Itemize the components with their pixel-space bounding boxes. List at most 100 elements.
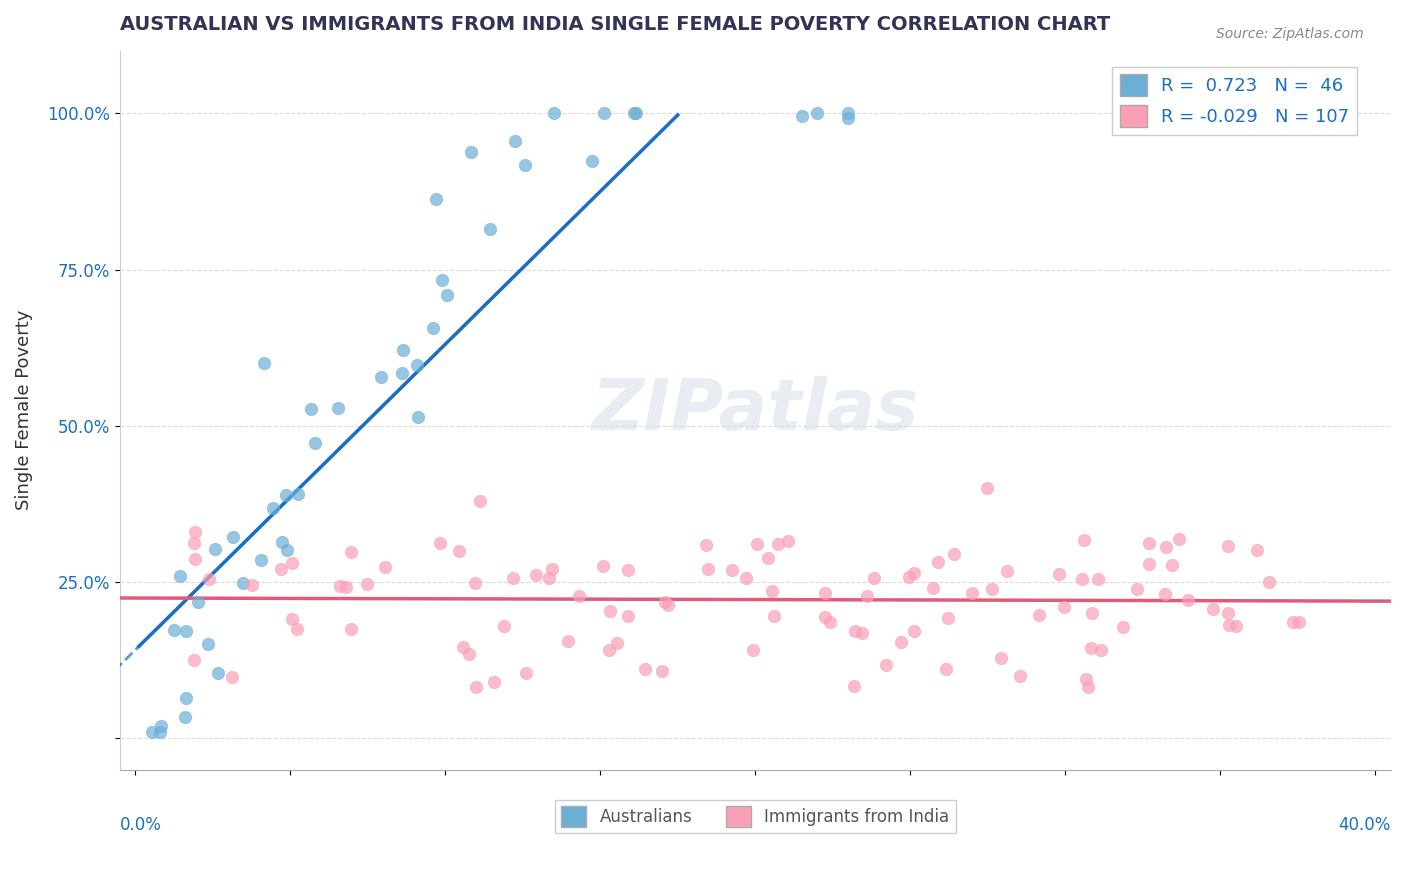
Point (287, 487, 309, 501)
Point (391, 366, 413, 380)
Text: ZIPatlas: ZIPatlas (592, 376, 920, 445)
Point (304, 435, 326, 450)
Point (935, 662, 957, 676)
Point (568, 590, 591, 604)
Point (1077, 680, 1099, 694)
Point (271, 534, 294, 549)
Point (695, 538, 717, 552)
Point (222, 530, 245, 544)
Point (221, 670, 243, 684)
Point (842, 679, 865, 693)
Point (340, 545, 363, 559)
Point (249, 552, 271, 566)
Point (232, 576, 254, 591)
Point (176, 624, 198, 638)
Point (198, 572, 221, 586)
Point (479, 221, 502, 235)
Point (927, 555, 949, 569)
Point (557, 634, 579, 648)
Point (515, 665, 537, 680)
Point (392, 343, 415, 358)
Point (458, 647, 481, 661)
Point (163, 624, 186, 638)
Point (995, 564, 1018, 578)
Point (1126, 582, 1149, 596)
Point (936, 611, 959, 625)
Point (541, 562, 564, 576)
Point (513, 158, 536, 172)
Point (406, 409, 429, 424)
Point (976, 482, 998, 496)
Point (197, 637, 219, 651)
Point (599, 604, 621, 618)
Point (405, 358, 427, 372)
Point (150, 718, 173, 732)
Point (482, 675, 505, 690)
Point (339, 622, 361, 636)
Text: 0.0%: 0.0% (120, 816, 162, 835)
Point (617, 563, 640, 577)
Point (326, 401, 349, 415)
Point (174, 710, 197, 724)
Point (468, 494, 491, 508)
Point (1257, 574, 1279, 589)
Point (1080, 640, 1102, 655)
Point (1137, 536, 1160, 550)
Point (1053, 600, 1076, 615)
Legend: Australians, Immigrants from India: Australians, Immigrants from India (555, 799, 956, 833)
Point (617, 608, 640, 623)
Point (430, 273, 453, 287)
Point (851, 625, 873, 640)
Point (1071, 573, 1094, 587)
Point (592, 558, 614, 573)
Point (503, 134, 526, 148)
Point (990, 651, 1012, 665)
Point (460, 145, 482, 160)
Point (1137, 557, 1160, 571)
Point (1177, 593, 1199, 607)
Point (1218, 539, 1240, 553)
Point (844, 624, 866, 639)
Point (184, 551, 207, 566)
Point (778, 533, 800, 548)
Point (735, 571, 758, 585)
Point (1218, 617, 1240, 632)
Point (174, 691, 197, 706)
Point (281, 612, 304, 626)
Point (756, 551, 779, 566)
Point (837, 112, 859, 126)
Point (657, 599, 679, 613)
Point (141, 725, 163, 739)
Point (634, 662, 657, 676)
Point (1246, 543, 1268, 558)
Point (187, 594, 209, 608)
Point (697, 562, 720, 576)
Point (276, 542, 298, 557)
Point (183, 535, 205, 549)
Point (543, 106, 565, 120)
Point (606, 635, 628, 649)
Point (721, 563, 744, 577)
Point (299, 402, 322, 417)
Point (654, 595, 676, 609)
Point (863, 571, 886, 585)
Point (651, 664, 673, 678)
Point (1154, 587, 1177, 601)
Text: Source: ZipAtlas.com: Source: ZipAtlas.com (1216, 27, 1364, 41)
Point (962, 586, 984, 600)
Point (903, 624, 925, 638)
Point (1161, 558, 1184, 572)
Point (1168, 532, 1191, 546)
Point (598, 643, 620, 657)
Point (1047, 566, 1070, 581)
Point (593, 106, 616, 120)
Point (1090, 643, 1112, 657)
Point (262, 501, 284, 516)
Point (1081, 606, 1104, 620)
Point (464, 576, 486, 591)
Point (335, 580, 357, 594)
Point (287, 622, 309, 636)
Point (856, 589, 879, 603)
Point (270, 562, 292, 576)
Point (741, 642, 763, 657)
